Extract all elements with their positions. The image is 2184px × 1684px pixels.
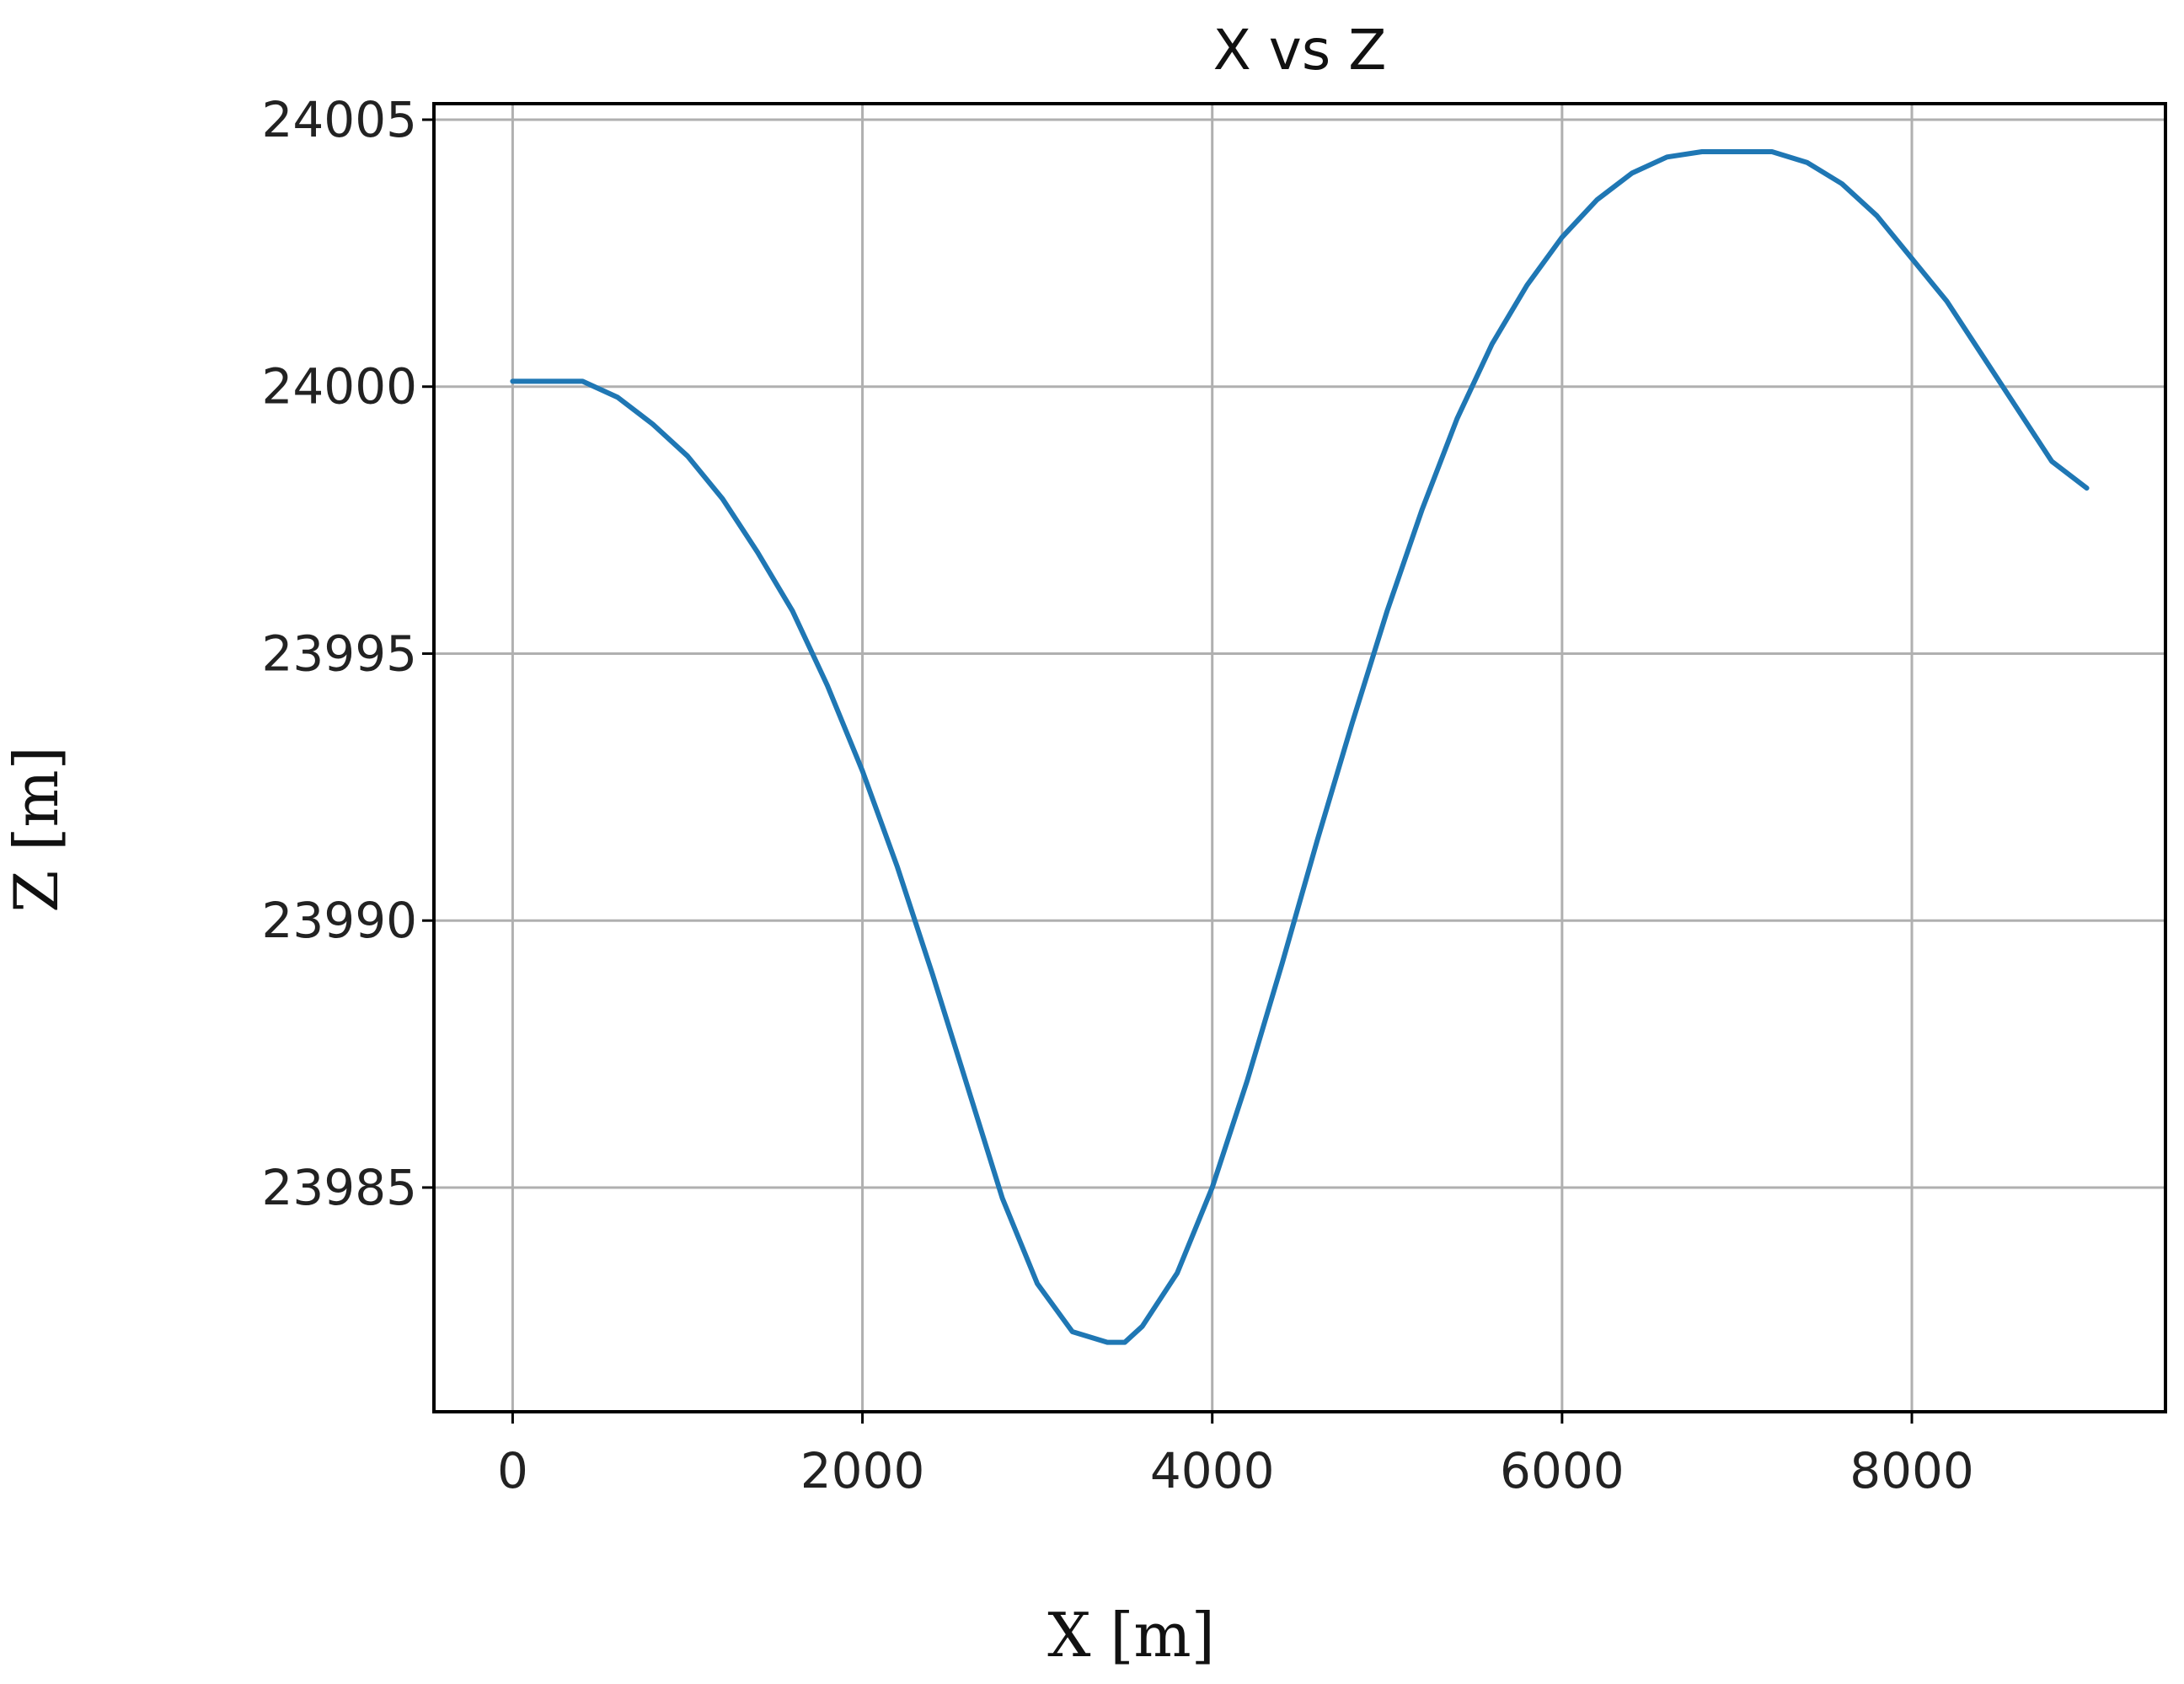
- x-tick-label: 4000: [1150, 1442, 1275, 1499]
- y-tick-label: 23995: [261, 625, 417, 682]
- series-line: [510, 149, 2090, 1345]
- axis-ticks: 0 2000 4000 6000 8000 23985 23990 23995 24000 240…: [261, 91, 1973, 1499]
- series-layer: [510, 149, 2090, 1345]
- y-axis-label: Z [m]: [1, 746, 72, 912]
- grid-lines: [434, 104, 2165, 1412]
- y-tick-label: 24005: [261, 91, 417, 148]
- chart-title: X vs Z: [1213, 18, 1387, 83]
- x-axis-label: X [m]: [1047, 1600, 1215, 1671]
- x-tick-label: 8000: [1849, 1442, 1974, 1499]
- plot-frame: [432, 102, 2167, 1413]
- y-tick-label: 23985: [261, 1159, 417, 1216]
- y-tick-label: 23990: [261, 892, 417, 949]
- x-tick-label: 2000: [800, 1442, 925, 1499]
- y-tick-label: 24000: [261, 358, 417, 416]
- x-tick-label: 6000: [1500, 1442, 1625, 1499]
- x-tick-label: 0: [497, 1442, 528, 1499]
